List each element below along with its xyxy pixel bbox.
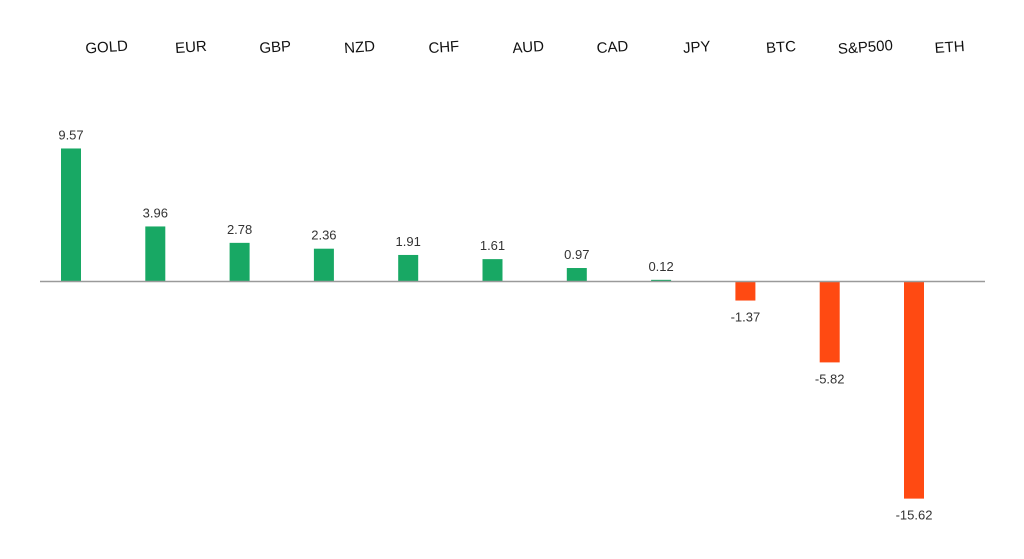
value-label-btc: -1.37	[731, 310, 761, 325]
bar-chf	[398, 254, 419, 282]
value-label-jpy: 0.12	[648, 259, 673, 274]
category-label-s-p500: S&P500	[837, 37, 893, 58]
category-label-gbp: GBP	[259, 38, 292, 57]
value-label-chf: 1.91	[396, 234, 421, 249]
value-label-nzd: 2.36	[311, 228, 336, 243]
bar-eur	[145, 226, 166, 282]
bar-btc	[735, 281, 756, 301]
category-label-btc: BTC	[766, 38, 797, 57]
category-label-nzd: NZD	[344, 38, 376, 57]
category-label-aud: AUD	[512, 38, 545, 57]
value-label-gbp: 2.78	[227, 222, 252, 237]
bar-gold	[61, 148, 81, 282]
bars	[61, 148, 924, 499]
category-label-eth: ETH	[934, 38, 965, 57]
category-label-chf: CHF	[428, 38, 460, 57]
category-label-gold: GOLD	[85, 38, 129, 58]
bar-eth	[904, 281, 924, 499]
value-label-cad: 0.97	[564, 247, 589, 262]
bar-s-p500	[819, 281, 840, 363]
bar-jpy	[651, 279, 672, 282]
value-labels: 9.57 3.96 2.78 2.36 1.91 1.61 0.97 0.12 -1.37 -5.…	[58, 127, 932, 522]
bar-gbp	[229, 242, 250, 282]
value-label-aud: 1.61	[480, 238, 505, 253]
bar-aud	[482, 259, 503, 282]
value-label-eur: 3.96	[143, 205, 168, 220]
value-label-gold: 9.57	[58, 127, 83, 142]
value-label-s-p500: -5.82	[815, 371, 845, 386]
bar-cad	[566, 268, 587, 282]
category-label-eur: EUR	[175, 38, 208, 57]
category-label-cad: CAD	[596, 38, 629, 57]
category-labels: GOLD EUR GBP NZD CHF AUD CAD JPY BTC S&P500 ETH	[85, 37, 965, 58]
category-label-jpy: JPY	[682, 38, 711, 57]
bar-nzd	[313, 248, 334, 282]
value-label-eth: -15.62	[896, 508, 933, 523]
